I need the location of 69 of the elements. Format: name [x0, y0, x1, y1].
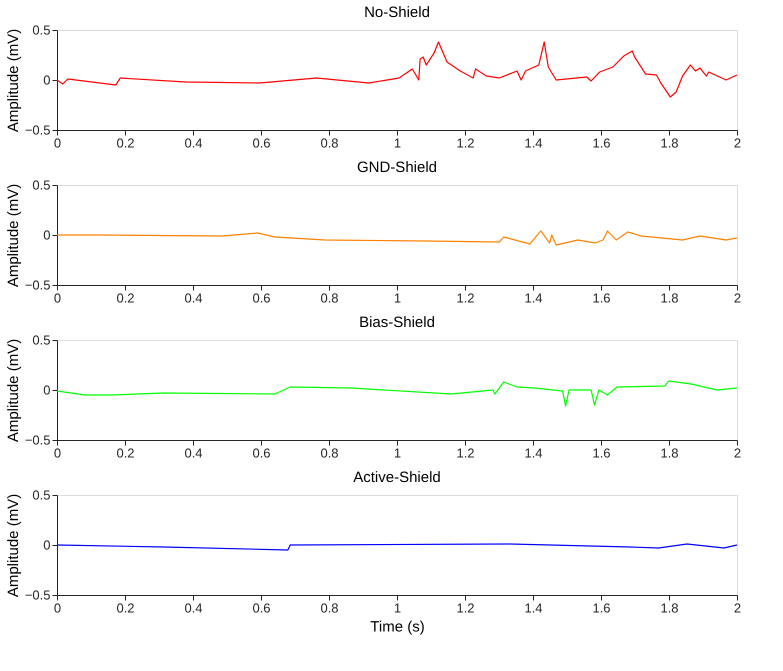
- line-series: [56, 41, 738, 98]
- line-series: [56, 230, 738, 246]
- x-tick-label: 1.4: [524, 136, 543, 150]
- x-tick-label: 0.8: [320, 290, 339, 306]
- x-tick-label: 1.2: [456, 446, 475, 460]
- y-tick-label: 0: [43, 228, 50, 242]
- x-tick-label: 0.6: [252, 446, 271, 460]
- y-axis-title: Amplitude (mV): [4, 494, 22, 598]
- x-tick-label: 0.6: [252, 600, 271, 616]
- y-tick-label: 0: [43, 538, 50, 552]
- x-tick-label: 0.8: [320, 600, 339, 616]
- x-tick-label: 2: [734, 290, 742, 306]
- x-tick-label: 1.6: [592, 136, 611, 150]
- x-tick-label: 2: [734, 600, 742, 616]
- x-tick-label: 1.2: [456, 290, 475, 306]
- x-tick-label: 1.8: [660, 290, 679, 306]
- x-tick-label: 1.4: [524, 446, 543, 460]
- x-tick-label: 0.2: [116, 136, 135, 150]
- x-tick-label: 0.8: [320, 446, 339, 460]
- x-tick-label: 1.8: [660, 600, 679, 616]
- y-axis-title: Amplitude (mV): [4, 184, 22, 288]
- x-tick-label: 1: [394, 446, 402, 460]
- y-tick-label: 0.5: [32, 488, 50, 502]
- chart-title: Active-Shield: [353, 469, 441, 486]
- y-tick-label: −0.5: [24, 278, 50, 292]
- line-series: [56, 543, 738, 551]
- y-tick-label: −0.5: [24, 122, 50, 138]
- x-tick-label: 0: [54, 446, 62, 460]
- x-tick-label: 0.2: [116, 290, 135, 306]
- x-tick-label: 2: [734, 446, 742, 460]
- y-axis-title: Amplitude (mV): [4, 338, 22, 442]
- chart-title: GND-Shield: [356, 159, 438, 176]
- y-tick-label: 0: [43, 72, 50, 88]
- x-tick-label: 1.6: [592, 600, 611, 616]
- line-series: [56, 380, 738, 407]
- x-tick-label: 1: [394, 600, 402, 616]
- x-tick-label: 1.4: [524, 290, 543, 306]
- x-tick-label: 0.6: [252, 290, 271, 306]
- y-tick-label: 0.5: [32, 332, 50, 348]
- x-tick-label: 1.6: [592, 446, 611, 460]
- y-tick-label: 0: [43, 382, 50, 398]
- x-tick-label: 0.4: [184, 600, 203, 616]
- chart-title: No-Shield: [364, 4, 430, 21]
- chart-title: Bias-Shield: [359, 314, 435, 331]
- x-tick-label: 0: [54, 136, 62, 150]
- x-tick-label: 2: [734, 136, 742, 150]
- x-tick-label: 0.4: [184, 290, 203, 306]
- x-tick-label: 0: [54, 290, 62, 306]
- x-tick-label: 0: [54, 600, 62, 616]
- x-tick-label: 1.8: [660, 446, 679, 460]
- x-tick-label: 0.4: [184, 136, 203, 150]
- y-tick-label: 0.5: [32, 22, 50, 38]
- x-tick-label: 1.2: [456, 600, 475, 616]
- x-tick-label: 1.4: [524, 600, 543, 616]
- y-tick-label: 0.5: [32, 178, 50, 192]
- x-tick-label: 1: [394, 290, 402, 306]
- x-tick-label: 0.2: [116, 446, 135, 460]
- x-tick-label: 0.2: [116, 600, 135, 616]
- y-tick-label: −0.5: [24, 432, 50, 448]
- y-tick-label: −0.5: [24, 588, 50, 602]
- x-tick-label: 1.8: [660, 136, 679, 150]
- y-axis-title: Amplitude (mV): [4, 28, 22, 132]
- x-tick-label: 1.2: [456, 136, 475, 150]
- x-tick-label: 0.4: [184, 446, 203, 460]
- x-tick-label: 1.6: [592, 290, 611, 306]
- x-tick-label: 0.8: [320, 136, 339, 150]
- x-tick-label: 1: [394, 136, 402, 150]
- x-tick-label: 0.6: [252, 136, 271, 150]
- x-axis-title: Time (s): [370, 618, 425, 636]
